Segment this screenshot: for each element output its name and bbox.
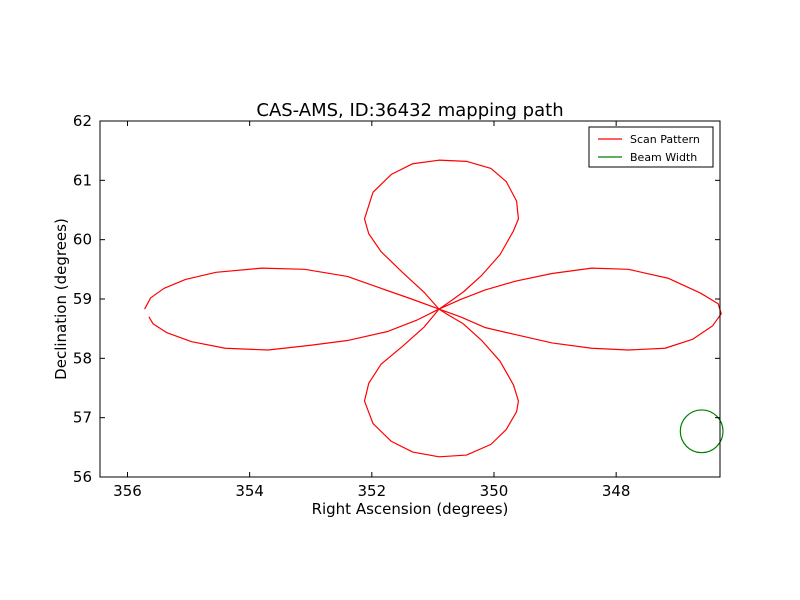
x-axis-label: Right Ascension (degrees) xyxy=(312,500,509,518)
legend: Scan Pattern Beam Width xyxy=(588,126,714,168)
legend-box xyxy=(588,126,714,168)
y-tick-label: 58 xyxy=(73,349,92,367)
x-tick-label: 352 xyxy=(358,482,387,500)
legend-label: Scan Pattern xyxy=(630,133,700,146)
y-axis-label: Declination (degrees) xyxy=(52,218,70,380)
y-tick-label: 56 xyxy=(73,468,92,486)
legend-label: Beam Width xyxy=(630,151,697,164)
y-tick-label: 59 xyxy=(73,290,92,308)
series-layer xyxy=(144,159,724,458)
y-tick-label: 62 xyxy=(73,112,92,130)
scan-pattern-line-0 xyxy=(148,159,722,458)
x-ticks: 356 354 352 350 348 xyxy=(113,121,630,500)
x-tick-label: 354 xyxy=(235,482,264,500)
x-tick-label: 348 xyxy=(602,482,631,500)
beam-width-circle xyxy=(679,409,724,454)
x-tick-label: 350 xyxy=(480,482,509,500)
y-tick-label: 60 xyxy=(73,231,92,249)
scan-pattern-line-1 xyxy=(144,267,440,310)
x-tick-label: 356 xyxy=(113,482,142,500)
plot-area: 356 354 352 350 348 56 57 58 59 60 61 62 xyxy=(73,112,724,500)
y-tick-label: 61 xyxy=(73,171,92,189)
chart-title: CAS-AMS, ID:36432 mapping path xyxy=(256,100,563,121)
y-tick-label: 57 xyxy=(73,409,92,427)
y-ticks: 56 57 58 59 60 61 62 xyxy=(73,112,720,486)
